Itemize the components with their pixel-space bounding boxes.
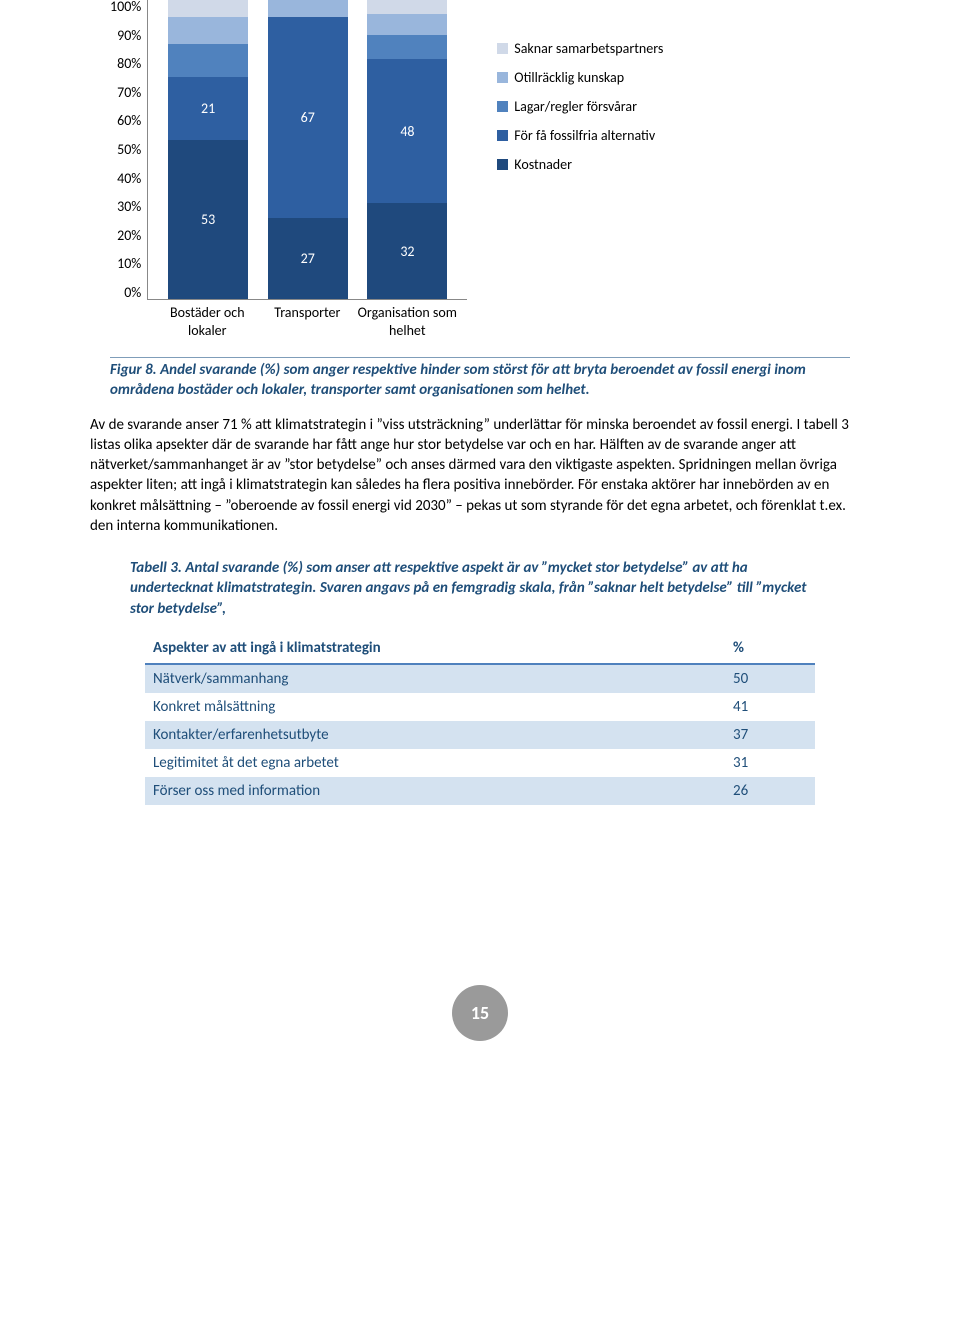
table-row: Nätverk/sammanhang50	[145, 664, 815, 693]
bar-segment-kostnader: 32	[367, 203, 447, 299]
aspects-table: Aspekter av att ingå i klimatstrategin% …	[145, 633, 815, 805]
legend-item: För få fossilfria alternativ	[497, 127, 663, 144]
bar-segment-fossilfria: 21	[168, 77, 248, 140]
table-cell: Kontakter/erfarenhetsutbyte	[145, 721, 725, 749]
figure-caption: Figur 8. Andel svarande (%) som anger re…	[110, 360, 850, 401]
legend-swatch	[497, 72, 508, 83]
bar-segment-fossilfria: 48	[367, 59, 447, 203]
table-cell: 31	[725, 749, 815, 777]
table-header-cell: %	[725, 633, 815, 664]
bar-segment-kunskap	[168, 17, 248, 44]
y-tick-label: 80%	[110, 57, 141, 71]
x-tick-label: Organisation som helhet	[357, 304, 457, 339]
bar-column: 5321	[168, 0, 248, 299]
bar-segment-saknar	[367, 0, 447, 14]
x-tick-label: Bostäder och lokaler	[157, 304, 257, 339]
bar-column: 2767	[268, 0, 348, 299]
legend-label: Saknar samarbetspartners	[514, 40, 663, 57]
y-tick-label: 20%	[110, 229, 141, 243]
bar-segment-lagar	[168, 44, 248, 77]
table-row: Legitimitet åt det egna arbetet31	[145, 749, 815, 777]
x-tick-label: Transporter	[257, 304, 357, 339]
table-header-cell: Aspekter av att ingå i klimatstrategin	[145, 633, 725, 664]
table-row: Förser oss med information26	[145, 777, 815, 805]
x-axis-labels: Bostäder och lokalerTransporterOrganisat…	[147, 300, 467, 339]
legend-swatch	[497, 159, 508, 170]
y-tick-label: 50%	[110, 143, 141, 157]
y-tick-label: 70%	[110, 86, 141, 100]
legend-swatch	[497, 43, 508, 54]
bar-segment-kostnader: 27	[268, 218, 348, 299]
legend-label: Otillräcklig kunskap	[514, 69, 624, 86]
y-tick-label: 90%	[110, 29, 141, 43]
page-number: 15	[452, 985, 508, 1041]
stacked-bar-chart: 100%90%80%70%60%50%40%30%20%10%0% 532127…	[110, 0, 870, 339]
legend-label: Lagar/regler försvårar	[514, 98, 637, 115]
chart-legend: Saknar samarbetspartners Otillräcklig kun…	[497, 40, 663, 339]
table-cell: 50	[725, 664, 815, 693]
table-cell: 41	[725, 693, 815, 721]
table-cell: Legitimitet åt det egna arbetet	[145, 749, 725, 777]
table-cell: Förser oss med information	[145, 777, 725, 805]
legend-label: Kostnader	[514, 156, 572, 173]
y-tick-label: 100%	[110, 0, 141, 14]
bar-segment-fossilfria: 67	[268, 17, 348, 218]
body-paragraph: Av de svarande anser 71 % att klimatstra…	[90, 415, 870, 537]
legend-item: Lagar/regler försvårar	[497, 98, 663, 115]
bar-segment-kunskap	[367, 14, 447, 35]
y-tick-label: 40%	[110, 172, 141, 186]
y-tick-label: 10%	[110, 257, 141, 271]
legend-swatch	[497, 130, 508, 141]
table-cell: Konkret målsättning	[145, 693, 725, 721]
y-axis: 100% 90% 80% 70% 60% 50% 40% 30% 20% 10% 0%	[110, 0, 147, 300]
y-tick-label: 60%	[110, 114, 141, 128]
legend-swatch	[497, 101, 508, 112]
y-tick-label: 30%	[110, 200, 141, 214]
bar-segment-lagar	[367, 35, 447, 59]
table-row: Konkret målsättning41	[145, 693, 815, 721]
table-caption: Tabell 3. Antal svarande (%) som anser a…	[130, 558, 830, 619]
table-cell: Nätverk/sammanhang	[145, 664, 725, 693]
bar-segment-kostnader: 53	[168, 140, 248, 299]
table-row: Kontakter/erfarenhetsutbyte37	[145, 721, 815, 749]
table-cell: 26	[725, 777, 815, 805]
figure-rule	[110, 357, 850, 358]
bar-column: 3248	[367, 0, 447, 299]
table-cell: 37	[725, 721, 815, 749]
y-tick-label: 0%	[110, 286, 141, 300]
legend-item: Kostnader	[497, 156, 663, 173]
legend-item: Saknar samarbetspartners	[497, 40, 663, 57]
bar-segment-saknar	[168, 0, 248, 17]
bar-segment-kunskap	[268, 0, 348, 17]
legend-item: Otillräcklig kunskap	[497, 69, 663, 86]
chart-plot: 532127673248	[147, 0, 467, 300]
legend-label: För få fossilfria alternativ	[514, 127, 655, 144]
